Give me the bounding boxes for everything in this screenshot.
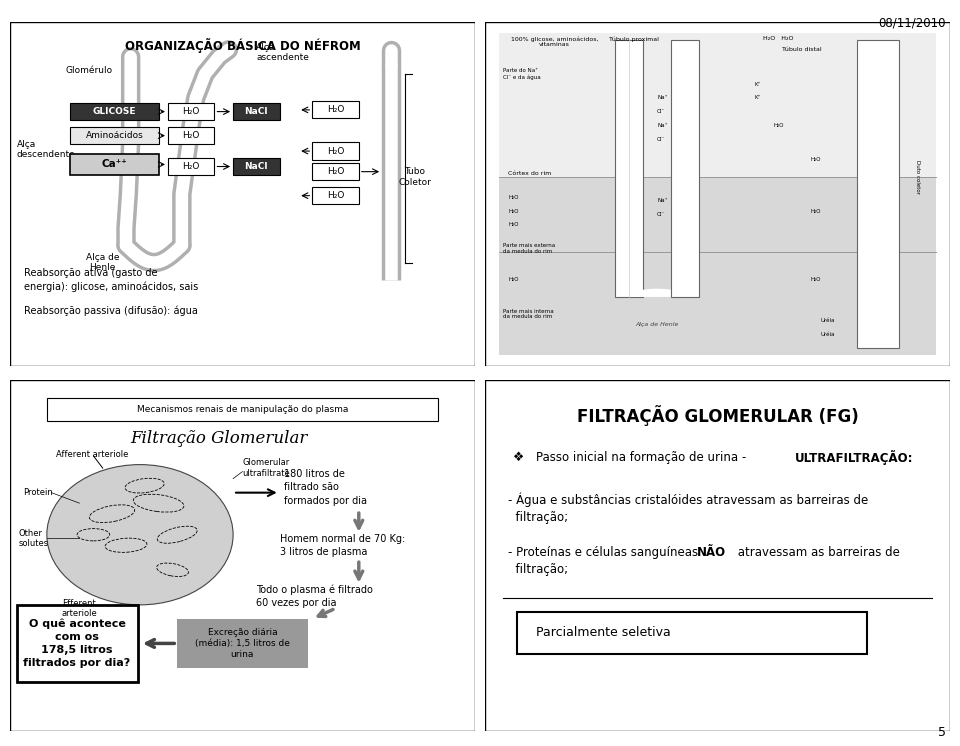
Bar (671, 40, 699, 297)
Text: Todo o plasma é filtrado
60 vezes por dia: Todo o plasma é filtrado 60 vezes por di… (256, 584, 373, 608)
Text: Efferent
arteriole: Efferent arteriole (61, 598, 97, 618)
Text: Cl⁻: Cl⁻ (657, 212, 665, 217)
Text: Glomerular
ultrafiltrate: Glomerular ultrafiltrate (242, 458, 290, 478)
Text: ORGANIZAÇÃO BÁSICA DO NÉFROM: ORGANIZAÇÃO BÁSICA DO NÉFROM (125, 38, 360, 53)
Polygon shape (615, 289, 685, 297)
Text: filtração;: filtração; (508, 511, 568, 524)
Text: H₂O: H₂O (508, 209, 518, 213)
Bar (168, 127, 214, 144)
Text: Duto coletor: Duto coletor (915, 160, 921, 194)
Text: O quê acontece
com os
178,5 litros
filtrados por dia?: O quê acontece com os 178,5 litros filtr… (23, 618, 131, 668)
Text: Uréia: Uréia (820, 332, 834, 337)
Text: Uréia: Uréia (820, 319, 834, 324)
Text: 5: 5 (938, 726, 946, 739)
Bar (233, 158, 279, 175)
Text: - Proteínas e células sanguíneas: - Proteínas e células sanguíneas (508, 546, 702, 559)
Text: Na⁺: Na⁺ (657, 123, 667, 128)
Bar (70, 103, 158, 120)
Text: H₂O: H₂O (810, 278, 821, 282)
Bar (168, 103, 214, 120)
Text: atravessam as barreiras de: atravessam as barreiras de (733, 546, 900, 559)
Bar (312, 101, 359, 119)
Text: NaCl: NaCl (245, 162, 268, 171)
Text: H₂O: H₂O (508, 278, 518, 282)
Text: H₂O: H₂O (326, 191, 345, 200)
Text: K⁺: K⁺ (755, 95, 761, 101)
Text: Aminoácidos: Aminoácidos (85, 131, 143, 140)
Text: H₂O: H₂O (326, 167, 345, 176)
Text: Filtração Glomerular: Filtração Glomerular (131, 430, 308, 447)
Text: Afferent arteriole: Afferent arteriole (56, 450, 129, 459)
Text: K⁺: K⁺ (755, 81, 761, 87)
Bar (499, 33, 936, 177)
Text: H₂O: H₂O (182, 131, 200, 140)
Bar (168, 158, 214, 175)
Text: H₂O: H₂O (326, 105, 345, 114)
Text: Ca⁺⁺: Ca⁺⁺ (102, 160, 128, 169)
Text: ❖: ❖ (513, 451, 524, 464)
Text: Alça de Henle: Alça de Henle (636, 322, 679, 327)
Text: Parte do Na⁺
Cl⁻ e da água: Parte do Na⁺ Cl⁻ e da água (503, 68, 541, 80)
Text: 100% glicose, aminoácidos,
vitaminas: 100% glicose, aminoácidos, vitaminas (511, 36, 598, 48)
Bar (615, 40, 643, 297)
Text: 08/11/2010: 08/11/2010 (878, 16, 946, 29)
Bar (312, 142, 359, 160)
Text: Parte mais externa
da medula do rim: Parte mais externa da medula do rim (503, 243, 556, 254)
Text: H₂O: H₂O (326, 146, 345, 156)
Text: Na⁺: Na⁺ (657, 198, 667, 204)
Text: Parte mais interna
da medula do rim: Parte mais interna da medula do rim (503, 309, 554, 319)
Text: H₂O: H₂O (810, 209, 821, 213)
Bar (47, 398, 438, 421)
Text: Cl⁻: Cl⁻ (657, 137, 665, 142)
Text: GLICOSE: GLICOSE (92, 107, 136, 116)
Bar (70, 154, 158, 175)
Text: H₂O: H₂O (182, 162, 200, 171)
Text: H₂O: H₂O (508, 195, 518, 200)
Text: Túbulo distal: Túbulo distal (781, 47, 821, 52)
Text: NÃO: NÃO (697, 546, 726, 559)
Text: H₂O   H₂O: H₂O H₂O (763, 36, 793, 41)
Text: H₂O: H₂O (508, 222, 518, 228)
Text: Passo inicial na formação de urina -: Passo inicial na formação de urina - (536, 451, 750, 464)
Text: ULTRAFILTRAÇÃO:: ULTRAFILTRAÇÃO: (795, 450, 913, 465)
Text: Homem normal de 70 Kg:
3 litros de plasma: Homem normal de 70 Kg: 3 litros de plasm… (279, 533, 405, 557)
Text: 180 litros de
filtrado são
formados por dia: 180 litros de filtrado são formados por … (284, 469, 368, 506)
Bar (517, 612, 867, 654)
Text: Cl⁻: Cl⁻ (657, 109, 665, 114)
Text: Protein: Protein (24, 488, 54, 497)
Bar (312, 187, 359, 204)
Bar (16, 605, 137, 682)
Text: Alça
ascendente: Alça ascendente (256, 43, 309, 63)
Text: H₂O: H₂O (810, 157, 821, 162)
Text: Other
solutes: Other solutes (19, 528, 49, 548)
Text: Reabsorção passiva (difusão): água: Reabsorção passiva (difusão): água (24, 305, 198, 316)
Text: filtração;: filtração; (508, 563, 568, 577)
Text: Glomérulo: Glomérulo (65, 66, 112, 75)
Text: H₂O: H₂O (774, 123, 784, 128)
Bar (857, 40, 900, 348)
Circle shape (47, 465, 233, 605)
Text: Parcialmente seletiva: Parcialmente seletiva (536, 627, 671, 639)
Bar (70, 127, 158, 144)
Text: FILTRAÇÃO GLOMERULAR (FG): FILTRAÇÃO GLOMERULAR (FG) (577, 405, 858, 426)
Bar (178, 619, 307, 668)
Text: Alça de
Henle: Alça de Henle (86, 253, 119, 272)
Text: - Água e substâncias cristalóides atravessam as barreiras de: - Água e substâncias cristalóides atrave… (508, 492, 869, 507)
Text: Alça
descendente: Alça descendente (16, 140, 75, 159)
Text: Túbulo proximal: Túbulo proximal (609, 36, 659, 42)
Text: Mecanismos renais de manipulação do plasma: Mecanismos renais de manipulação do plas… (136, 405, 348, 414)
Text: H₂O: H₂O (182, 107, 200, 116)
Text: Na⁺: Na⁺ (657, 95, 667, 101)
Text: Tubo
Coletor: Tubo Coletor (398, 167, 431, 186)
Text: NaCl: NaCl (245, 107, 268, 116)
Bar (233, 103, 279, 120)
Bar (312, 163, 359, 181)
Text: Córtex do rim: Córtex do rim (508, 171, 551, 176)
Text: Excreção diária
(média): 1,5 litros de
urina: Excreção diária (média): 1,5 litros de u… (195, 628, 290, 659)
Text: Reabsorção ativa (gasto de
energia): glicose, aminoácidos, sais: Reabsorção ativa (gasto de energia): gli… (24, 268, 198, 292)
